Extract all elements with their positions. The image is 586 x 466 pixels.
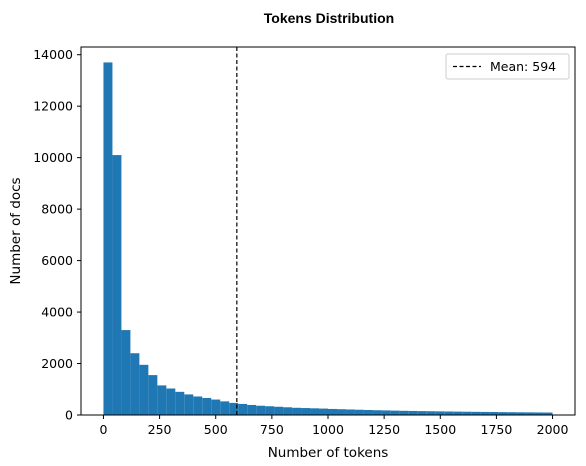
legend-box [445, 53, 570, 80]
bar [345, 409, 355, 415]
y-tick-label: 14000 [33, 47, 73, 62]
bar [507, 412, 517, 415]
y-axis-label: Number of docs [8, 177, 24, 284]
bar [363, 409, 373, 415]
bar [417, 411, 427, 415]
legend: Mean: 594 [445, 53, 570, 80]
bar [310, 408, 320, 415]
bar [247, 404, 257, 415]
bar [283, 407, 293, 415]
bar [175, 391, 185, 415]
chart-title: Tokens Distribution [264, 10, 394, 26]
bar [328, 408, 337, 415]
bar [444, 411, 454, 415]
bar [319, 408, 328, 415]
y-tick-label: 0 [65, 408, 73, 423]
x-tick-label: 0 [99, 422, 107, 437]
y-tick-label: 8000 [41, 202, 73, 217]
bar [265, 406, 275, 415]
bar [229, 402, 239, 415]
x-tick-label: 1250 [368, 422, 400, 437]
bar [166, 388, 176, 415]
bar [292, 407, 302, 415]
y-tick-label: 2000 [41, 356, 73, 371]
bar [238, 403, 248, 415]
bar [534, 412, 544, 415]
bar [543, 412, 553, 415]
y-axis: 0 2000 4000 6000 8000 10000 12000 14000 [33, 47, 81, 423]
bar [381, 410, 391, 415]
x-tick-label: 250 [148, 422, 172, 437]
bar [354, 409, 364, 415]
x-axis: 0 250 500 750 1000 1250 1500 1750 2000 [99, 415, 568, 437]
legend-mean-label: Mean: 594 [490, 59, 556, 74]
bar [103, 62, 113, 416]
y-tick-label: 4000 [41, 305, 73, 320]
bar [498, 412, 508, 415]
y-tick-label: 6000 [41, 253, 73, 268]
y-tick-label: 12000 [33, 99, 73, 114]
x-tick-label: 500 [204, 422, 228, 437]
bar [336, 409, 346, 415]
bar [274, 406, 284, 415]
bar [184, 394, 194, 415]
x-tick-label: 1500 [424, 422, 456, 437]
bar [202, 398, 212, 415]
bar [462, 411, 472, 415]
bars-group [103, 62, 553, 416]
bar [480, 411, 490, 415]
bar [220, 401, 230, 415]
bar [301, 408, 311, 415]
bar [516, 412, 526, 415]
bar [453, 411, 463, 415]
bar [256, 405, 266, 415]
x-tick-label: 750 [260, 422, 284, 437]
bar [148, 375, 158, 415]
bar [399, 410, 409, 415]
x-tick-label: 2000 [537, 422, 569, 437]
bar [130, 353, 140, 415]
bar [211, 399, 221, 415]
bar [435, 411, 445, 415]
bar [157, 385, 167, 415]
y-tick-label: 10000 [33, 150, 73, 165]
x-axis-label: Number of tokens [268, 445, 389, 461]
bar [471, 411, 481, 415]
bar [525, 412, 535, 415]
bar [112, 155, 122, 415]
bar [121, 330, 131, 415]
plot-frame [80, 46, 576, 416]
bar [489, 412, 499, 415]
bar [139, 364, 149, 415]
x-tick-label: 1000 [312, 422, 344, 437]
bar [372, 410, 382, 415]
bar [193, 396, 203, 415]
bar [390, 410, 400, 415]
bar [426, 411, 436, 415]
x-tick-label: 1750 [481, 422, 513, 437]
bar [408, 410, 418, 415]
